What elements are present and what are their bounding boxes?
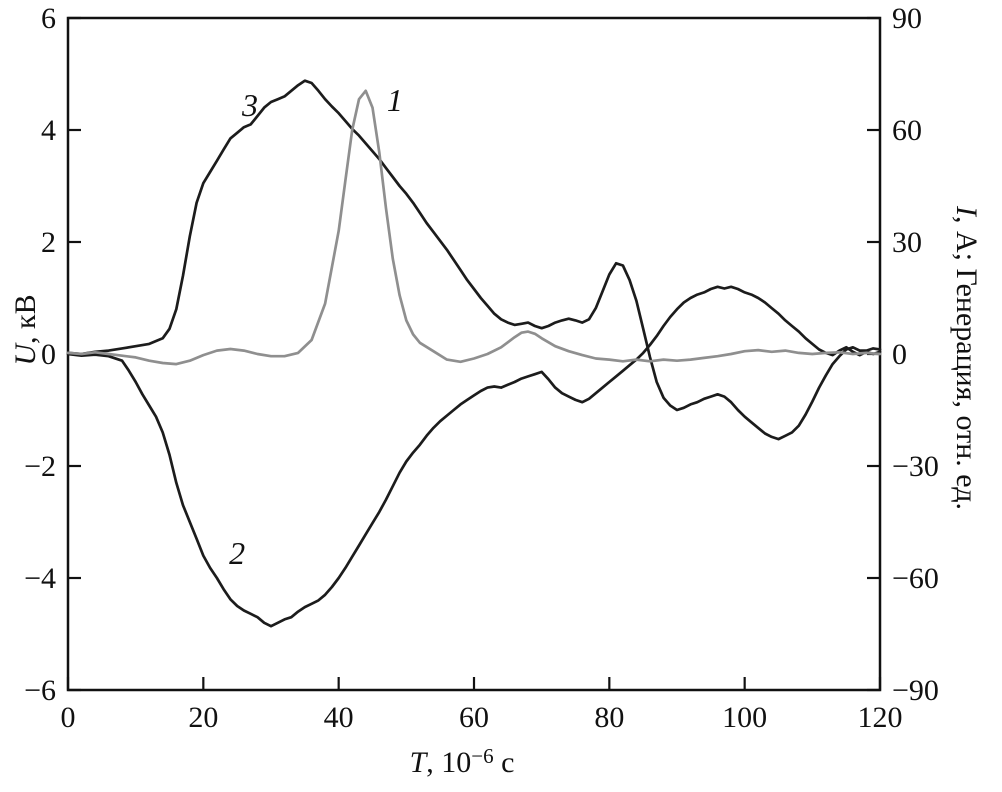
x-axis-units-base: , 10 xyxy=(426,746,472,779)
left-y-tick-label: 4 xyxy=(41,114,56,147)
x-tick-label: 120 xyxy=(858,701,903,734)
x-tick-label: 80 xyxy=(594,701,624,734)
right-y-tick-label: 0 xyxy=(892,338,907,371)
x-tick-label: 60 xyxy=(459,701,489,734)
right-y-tick-label: 30 xyxy=(892,226,922,259)
left-axis-units: , кВ xyxy=(9,294,42,344)
x-tick-label: 20 xyxy=(188,701,218,734)
plot-frame xyxy=(66,16,882,692)
right-y-tick-label: −30 xyxy=(892,450,939,483)
left-y-tick-label: −2 xyxy=(24,450,56,483)
curve-number-label-3: 3 xyxy=(241,87,258,123)
x-tick-label: 100 xyxy=(722,701,767,734)
x-axis-units-suffix: с xyxy=(493,746,515,779)
right-y-tick-label: −90 xyxy=(892,674,939,707)
curve-number-label-1: 1 xyxy=(387,82,403,118)
right-axis-title: I, А; Генерация, отн. ед. xyxy=(949,206,983,510)
left-y-tick-label: −4 xyxy=(24,562,56,595)
curve-1 xyxy=(66,89,882,366)
right-axis-units: , А; Генерация, отн. ед. xyxy=(950,216,983,510)
curve-2 xyxy=(66,285,882,628)
curve-number-label-2: 2 xyxy=(229,535,245,571)
right-y-tick-label: 90 xyxy=(892,2,922,35)
right-axis-variable: I xyxy=(950,206,983,217)
curve-3 xyxy=(66,79,882,441)
x-tick-label: 0 xyxy=(61,701,76,734)
x-axis-exponent: −6 xyxy=(471,744,494,768)
x-axis-variable: T xyxy=(409,746,427,779)
left-axis-variable: U xyxy=(9,343,42,366)
right-y-tick-label: −60 xyxy=(892,562,939,595)
x-tick-label: 40 xyxy=(324,701,354,734)
x-axis-title: T, 10−6 с xyxy=(410,744,515,780)
right-y-tick-label: 60 xyxy=(892,114,922,147)
left-axis-title: U, кВ xyxy=(9,294,43,365)
left-y-tick-label: −6 xyxy=(24,674,56,707)
left-y-tick-label: 2 xyxy=(41,226,56,259)
left-y-tick-label: 6 xyxy=(41,2,56,35)
left-y-tick-label: 0 xyxy=(41,338,56,371)
